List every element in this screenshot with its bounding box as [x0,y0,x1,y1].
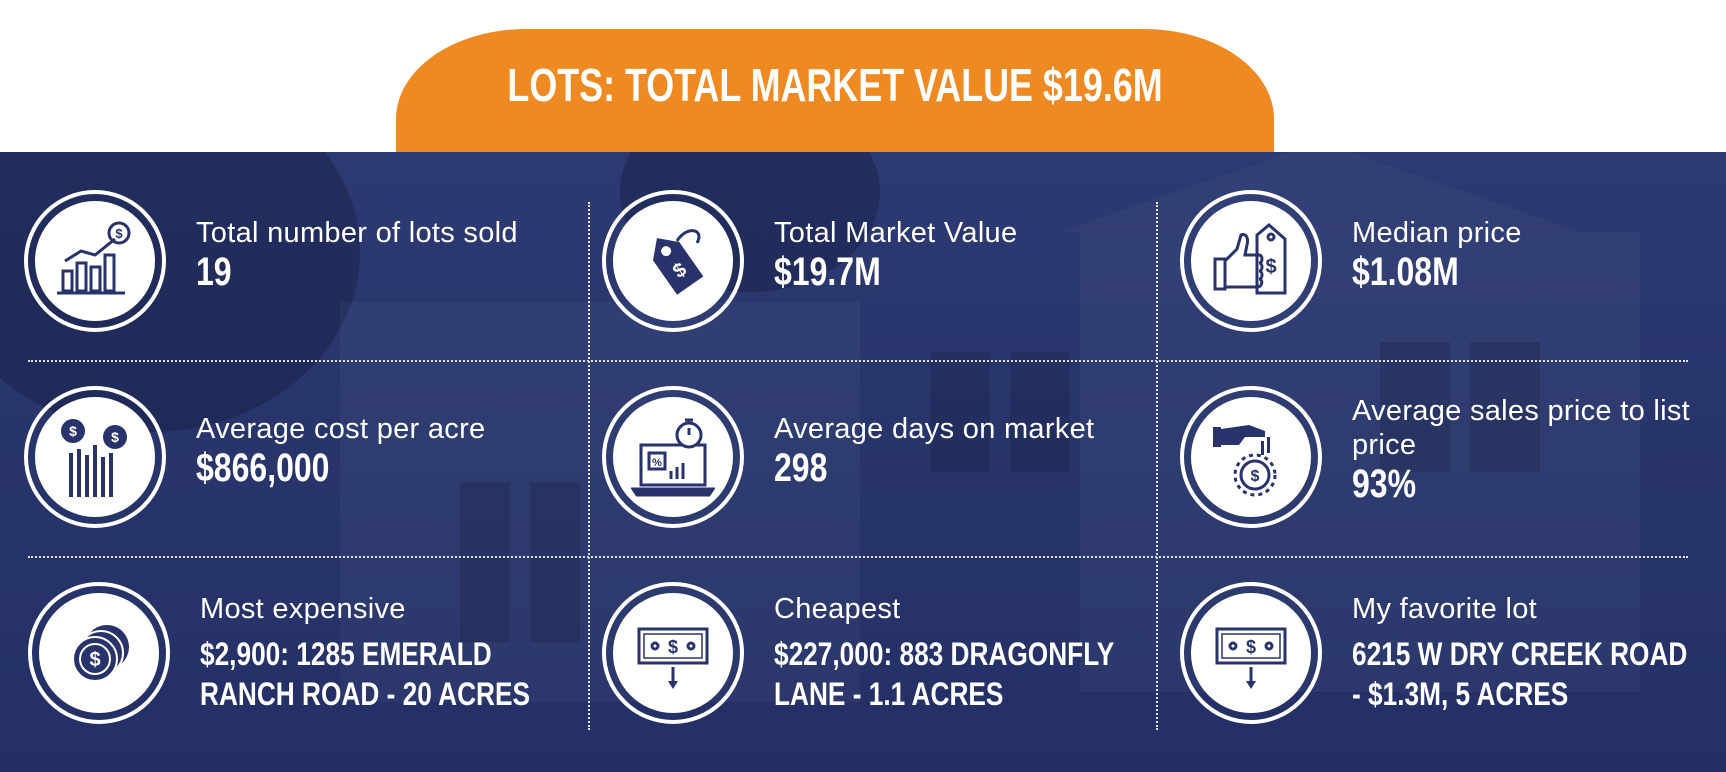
stat-label: Total Market Value [774,217,1018,249]
stat-label: My favorite lot [1352,593,1537,625]
svg-text:$: $ [69,423,77,439]
stat-favorite-lot: $ My favorite lot 6215 W DRY CREEK ROAD … [1180,582,1720,762]
stat-cheapest: $ Cheapest $227,000: 883 DRAGONFLY LANE … [602,582,1162,762]
icon-ring: $ $ [24,386,166,528]
stat-value: $19.7M [774,250,881,294]
stat-value: $866,000 [196,446,330,490]
row-divider [28,360,1688,362]
background-window [1380,342,1450,472]
stat-most-expensive: $ Most expensive $2,900: 1285 EMERALD RA… [28,582,588,762]
stat-value-line: $2,900: 1285 EMERALD [200,636,492,672]
stat-label: Most expensive [200,593,406,625]
stat-label: Average cost per acre [196,413,486,445]
dollar-coins-bars-icon: $ $ [35,397,155,517]
background-window [930,352,990,472]
column-divider [588,202,590,730]
stat-value: 19 [196,250,232,294]
stat-label: Median price [1352,217,1522,249]
stat-value-line: - $1.3M, 5 ACRES [1352,676,1569,712]
svg-text:$: $ [668,637,678,657]
svg-text:$: $ [89,649,100,671]
background-window [1470,342,1540,472]
stat-value: 298 [774,446,828,490]
laptop-stopwatch-icon: % [613,397,733,517]
stat-label: Total number of lots sold [196,217,518,249]
icon-ring: $ [1180,386,1322,528]
coin-stack-icon: $ [39,593,159,713]
icon-ring: $ [28,582,170,724]
stat-total-lots-sold: $ Total number of lots sold 19 [24,190,584,370]
stat-text: Cheapest $227,000: 883 DRAGONFLY LANE - … [774,592,1154,714]
svg-text:$: $ [1265,256,1276,278]
icon-ring: $ [602,190,744,332]
stat-value: $1.08M [1352,250,1459,294]
stat-average-sales-to-list: $ Average sales price to list price 93% [1180,386,1720,566]
price-tag-icon: $ [613,201,733,321]
stat-value-line: LANE - 1.1 ACRES [774,676,1004,712]
background-window [1010,352,1070,472]
stat-label: Cheapest [774,593,901,625]
banknote-down-arrow-icon: $ [1191,593,1311,713]
stat-text: Average sales price to list price 93% [1352,394,1726,506]
stat-average-days-on-market: % Average days on market 298 [602,386,1162,566]
stat-text: My favorite lot 6215 W DRY CREEK ROAD - … [1352,592,1726,714]
stat-text: Most expensive $2,900: 1285 EMERALD RANC… [200,592,580,714]
svg-text:$: $ [115,226,123,241]
stat-text: Average cost per acre $866,000 [196,412,576,490]
background-window [530,482,580,642]
svg-text:%: % [652,457,662,469]
page-title: LOTS: TOTAL MARKET VALUE $19.6M [507,58,1163,111]
stat-label: Average sales price to list price [1352,395,1691,461]
stat-average-cost-per-acre: $ $ Average cost per acre $866,000 [24,386,584,566]
stat-value-line: RANCH ROAD - 20 ACRES [200,676,530,712]
stat-value-line: 6215 W DRY CREEK ROAD [1352,636,1688,672]
stat-text: Median price $1.08M [1352,216,1726,294]
stat-text: Total Market Value $19.7M [774,216,1154,294]
stat-text: Average days on market 298 [774,412,1154,490]
icon-ring: $ [602,582,744,724]
svg-text:$: $ [1251,468,1260,485]
icon-ring: $ [1180,190,1322,332]
row-divider [28,556,1688,558]
stat-text: Total number of lots sold 19 [196,216,576,294]
stat-total-market-value: $ Total Market Value $19.7M [602,190,1162,370]
banknote-down-arrow-icon: $ [613,593,733,713]
stat-value-line: $227,000: 883 DRAGONFLY [774,636,1115,672]
thumbs-up-price-tag-icon: $ [1191,201,1311,321]
hand-coin-icon: $ [1191,397,1311,517]
icon-ring: $ [1180,582,1322,724]
stat-median-price: $ Median price $1.08M [1180,190,1720,370]
bar-chart-dollar-icon: $ [35,201,155,321]
column-divider [1156,202,1158,730]
stats-panel: $ Total number of lots sold 19 $ [0,152,1726,772]
svg-text:$: $ [1246,637,1256,657]
title-banner: LOTS: TOTAL MARKET VALUE $19.6M [396,29,1274,154]
background-window [460,482,510,642]
svg-text:$: $ [111,429,119,445]
icon-ring: $ [24,190,166,332]
icon-ring: % [602,386,744,528]
stat-value: 93% [1352,462,1417,506]
stat-label: Average days on market [774,413,1095,445]
